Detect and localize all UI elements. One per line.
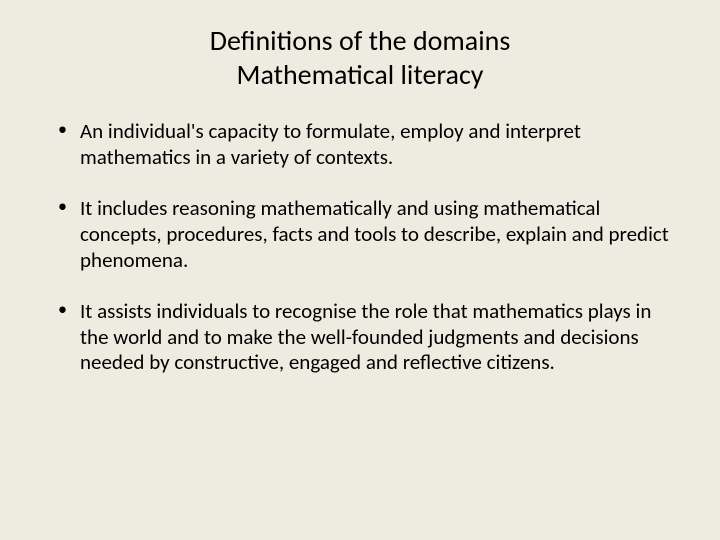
slide: Definitions of the domains Mathematical … [0,0,720,540]
list-item: An individual's capacity to formulate, e… [58,119,678,170]
title-line-2: Mathematical literacy [34,58,686,92]
title-block: Definitions of the domains Mathematical … [34,24,686,91]
title-line-1: Definitions of the domains [34,24,686,58]
list-item: It assists individuals to recognise the … [58,299,678,376]
bullet-list: An individual's capacity to formulate, e… [34,119,686,376]
list-item: It includes reasoning mathematically and… [58,196,678,273]
